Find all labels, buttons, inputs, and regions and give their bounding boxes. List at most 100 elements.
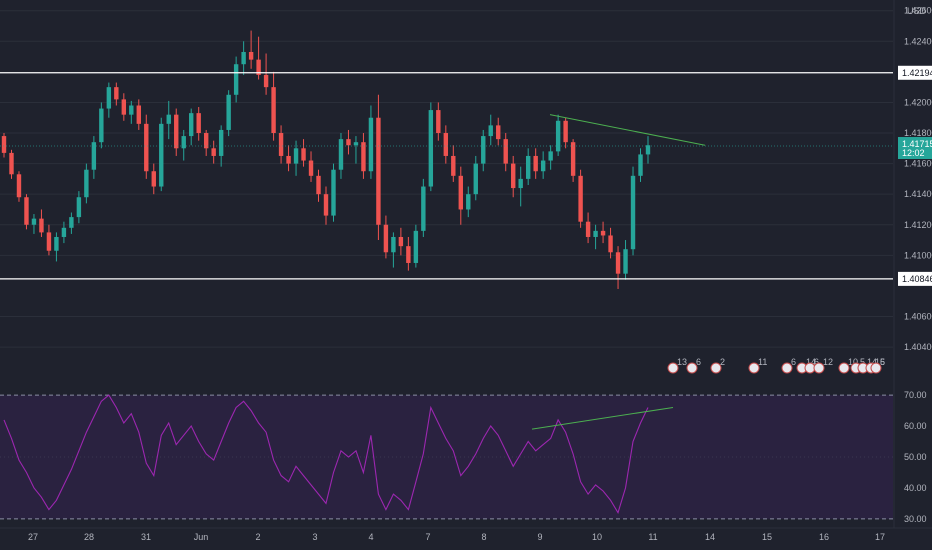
candle-body[interactable] <box>151 171 156 187</box>
candle-body[interactable] <box>638 154 643 176</box>
candle-body[interactable] <box>645 145 651 155</box>
event-marker[interactable] <box>838 362 850 374</box>
candle-body[interactable] <box>368 117 374 172</box>
candle-body[interactable] <box>144 123 149 172</box>
candle-body[interactable] <box>346 139 351 146</box>
candle-body[interactable] <box>278 133 284 156</box>
candle-body[interactable] <box>203 133 209 149</box>
candle-body[interactable] <box>54 236 59 251</box>
candle-body[interactable] <box>91 142 97 170</box>
candle-body[interactable] <box>263 74 269 88</box>
candle-body[interactable] <box>443 133 449 156</box>
candle-body[interactable] <box>518 178 523 189</box>
event-marker[interactable] <box>813 362 825 374</box>
drawings-layer[interactable] <box>0 72 893 280</box>
candle-body[interactable] <box>301 148 306 161</box>
candle-body[interactable] <box>323 194 329 216</box>
candle-body[interactable] <box>570 142 576 176</box>
candle-body[interactable] <box>1 136 7 153</box>
candle-body[interactable] <box>525 155 531 179</box>
candle-body[interactable] <box>473 163 478 195</box>
candle-body[interactable] <box>338 139 344 170</box>
price-axis[interactable]: USD 1.426001.424001.420001.418001.416001… <box>898 6 932 524</box>
candle-body[interactable] <box>241 51 246 65</box>
candle-body[interactable] <box>481 136 486 164</box>
candle-body[interactable] <box>353 142 359 146</box>
candle-body[interactable] <box>630 175 636 250</box>
rsi-trendline[interactable] <box>531 406 674 430</box>
candle-body[interactable] <box>563 120 568 143</box>
candle-body[interactable] <box>196 113 201 134</box>
candle-body[interactable] <box>181 136 186 149</box>
candle-body[interactable] <box>376 117 381 225</box>
candle-body[interactable] <box>428 110 434 187</box>
candle-body[interactable] <box>99 108 104 143</box>
event-marker[interactable] <box>667 362 679 374</box>
event-marker[interactable] <box>781 362 793 374</box>
candle-body[interactable] <box>308 160 314 176</box>
candle-body[interactable] <box>600 230 606 236</box>
candle-body[interactable] <box>76 197 82 218</box>
candle-body[interactable] <box>496 125 501 140</box>
candle-body[interactable] <box>398 236 404 247</box>
candle-body[interactable] <box>458 175 463 210</box>
price-trendline[interactable] <box>549 114 706 146</box>
candle-body[interactable] <box>421 186 426 231</box>
candle-body[interactable] <box>69 217 74 228</box>
candle-body[interactable] <box>256 59 261 75</box>
candle-body[interactable] <box>436 110 441 134</box>
candle-body[interactable] <box>121 99 127 115</box>
event-marker[interactable] <box>686 362 698 374</box>
candle-body[interactable] <box>413 230 419 263</box>
candle-body[interactable] <box>555 120 561 152</box>
candle-body[interactable] <box>166 114 171 124</box>
candle-body[interactable] <box>218 129 224 156</box>
candle-body[interactable] <box>106 87 112 109</box>
candle-body[interactable] <box>615 252 621 274</box>
candle-body[interactable] <box>391 236 396 253</box>
candle-body[interactable] <box>189 113 194 137</box>
candle-body[interactable] <box>383 224 389 253</box>
candle-body[interactable] <box>466 194 471 210</box>
price-pane[interactable] <box>1 30 651 289</box>
candle-body[interactable] <box>16 174 22 198</box>
event-marker[interactable] <box>710 362 722 374</box>
candle-body[interactable] <box>129 105 134 115</box>
candle-body[interactable] <box>316 175 321 195</box>
candle-body[interactable] <box>46 232 52 251</box>
candle-body[interactable] <box>361 142 366 172</box>
candle-body[interactable] <box>136 105 141 124</box>
candle-body[interactable] <box>39 218 44 233</box>
candle-body[interactable] <box>548 151 553 161</box>
candle-body[interactable] <box>331 169 336 216</box>
candle-body[interactable] <box>286 155 291 164</box>
candle-body[interactable] <box>533 155 538 172</box>
candle-body[interactable] <box>578 175 583 222</box>
candle-body[interactable] <box>211 148 216 156</box>
candle-body[interactable] <box>406 246 411 263</box>
candle-body[interactable] <box>114 87 119 100</box>
candle-body[interactable] <box>159 123 164 187</box>
candle-body[interactable] <box>511 163 516 189</box>
candle-body[interactable] <box>623 249 628 274</box>
event-marker[interactable] <box>748 362 760 374</box>
candle-body[interactable] <box>293 148 299 164</box>
candle-body[interactable] <box>233 64 239 95</box>
rsi-line[interactable] <box>3 394 649 515</box>
candle-body[interactable] <box>248 51 254 60</box>
candle-body[interactable] <box>608 235 613 253</box>
candle-body[interactable] <box>9 152 14 175</box>
candle-body[interactable] <box>503 139 508 164</box>
candle-body[interactable] <box>24 197 29 225</box>
candle-body[interactable] <box>226 94 231 130</box>
candle-body[interactable] <box>488 125 493 137</box>
event-marker[interactable] <box>870 362 882 374</box>
candle-body[interactable] <box>585 221 591 237</box>
candle-body[interactable] <box>61 227 67 237</box>
candle-body[interactable] <box>451 155 456 176</box>
candle-body[interactable] <box>271 87 276 134</box>
candle-body[interactable] <box>31 218 37 225</box>
candle-body[interactable] <box>540 160 546 172</box>
